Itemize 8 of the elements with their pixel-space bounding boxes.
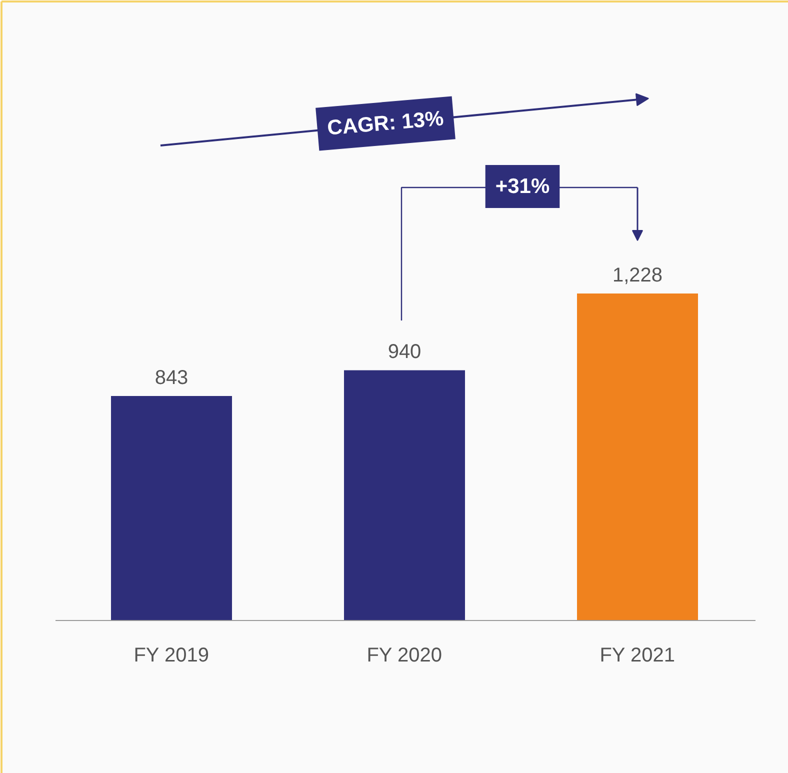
data-label: 1,228 bbox=[612, 264, 663, 286]
text: CAGR: 13% bbox=[326, 107, 445, 140]
x-tick-label: FY 2020 bbox=[366, 644, 442, 666]
data-label: 940 bbox=[388, 341, 422, 364]
x-tick-label: FY 2021 bbox=[600, 644, 675, 666]
data-label: 843 bbox=[154, 367, 188, 390]
x-tick-label: FY 2019 bbox=[134, 644, 209, 666]
text: +31% bbox=[495, 175, 550, 198]
